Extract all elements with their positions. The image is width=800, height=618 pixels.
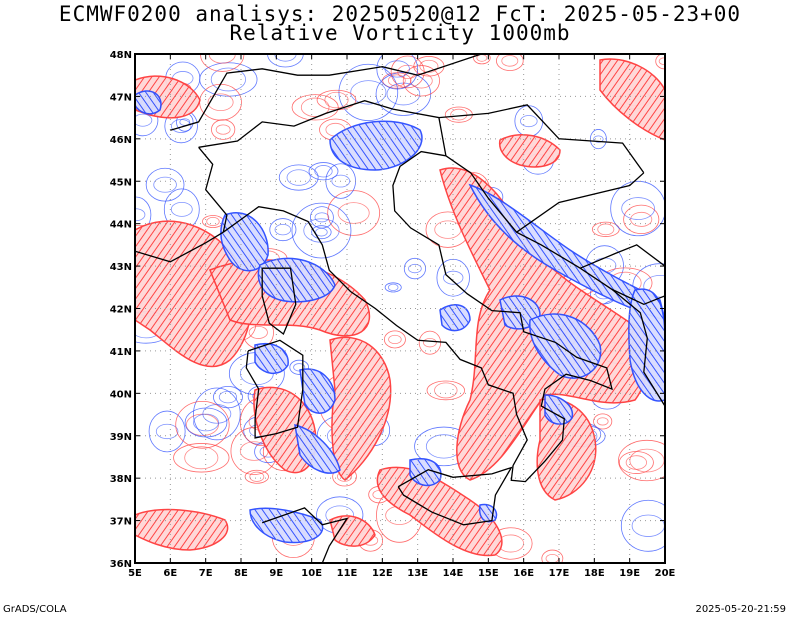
lon-label: 5E — [128, 568, 142, 579]
lat-label: 45N — [110, 177, 132, 188]
lat-label: 37N — [110, 517, 132, 528]
lat-label: 48N — [110, 50, 132, 61]
lon-label: 9E — [269, 568, 283, 579]
lon-label: 10E — [301, 568, 322, 579]
longitude-labels: 5E 6E 7E 8E 9E 10E 11E 12E 13E 14E 15E 16E 17E 18E 19E… — [128, 568, 675, 579]
coastlines — [135, 54, 665, 563]
positive-vorticity-area — [498, 134, 561, 168]
lon-label: 20E — [655, 568, 676, 579]
lon-label: 6E — [163, 568, 177, 579]
plot-area — [135, 54, 665, 563]
positive-vorticity-area — [536, 398, 597, 501]
lon-label: 12E — [372, 568, 393, 579]
lat-label: 47N — [110, 92, 132, 103]
lat-label: 44N — [110, 220, 132, 231]
lat-label: 39N — [110, 432, 132, 443]
coastline — [438, 104, 645, 174]
lon-label: 14E — [443, 568, 464, 579]
lon-label: 19E — [619, 568, 640, 579]
axis-ticks — [134, 53, 666, 564]
footer-timestamp: 2025-05-20-21:59 — [695, 604, 786, 615]
positive-vorticity-area — [135, 508, 229, 551]
negative-vorticity-area — [135, 90, 162, 115]
coastline — [135, 231, 224, 263]
negative-vorticity-area — [294, 423, 341, 474]
title-line-2: Relative Vorticity 1000mb — [229, 21, 571, 45]
lon-label: 17E — [549, 568, 570, 579]
lon-label: 15E — [478, 568, 499, 579]
negative-vorticity-area — [529, 313, 602, 379]
lat-label: 46N — [110, 135, 132, 146]
positive-vorticity-area — [329, 515, 376, 547]
coastline — [579, 244, 665, 269]
lon-label: 7E — [199, 568, 213, 579]
lon-label: 8E — [234, 568, 248, 579]
latitude-labels: 48N 47N 46N 45N 44N 43N 42N 41N 40N 39N 38N 37N 36N — [110, 50, 132, 570]
lat-label: 41N — [110, 347, 132, 358]
positive-vorticity-area — [599, 58, 665, 141]
negative-vorticity-area — [249, 507, 324, 544]
lat-label: 42N — [110, 305, 132, 316]
lat-label: 36N — [110, 559, 132, 570]
title-line-1: ECMWF0200 analisys: 20250520@12 FcT: 202… — [58, 2, 742, 26]
coastline — [198, 146, 228, 233]
negative-vorticity-area — [299, 368, 336, 414]
lon-label: 18E — [584, 568, 605, 579]
lat-lon-grid — [135, 54, 665, 563]
negative-vorticity-area — [329, 120, 423, 171]
negative-vorticity-area — [220, 212, 269, 272]
coastline — [611, 288, 665, 306]
coastline — [261, 267, 297, 336]
coastline — [245, 339, 304, 439]
negative-vorticity-area — [439, 304, 471, 332]
lat-label: 38N — [110, 474, 132, 485]
coastline — [170, 54, 556, 131]
vorticity-field — [135, 54, 665, 563]
coastline — [198, 100, 447, 156]
positive-vorticity-area — [329, 336, 392, 481]
negative-vorticity-area — [409, 458, 442, 487]
negative-vorticity-area — [254, 343, 289, 374]
lon-label: 16E — [513, 568, 534, 579]
coastline — [261, 507, 349, 563]
lon-label: 11E — [337, 568, 358, 579]
footer-software: GrADS/COLA — [3, 604, 67, 615]
coastline — [516, 172, 645, 233]
coastline — [222, 150, 613, 483]
lat-label: 40N — [110, 389, 132, 400]
negative-vorticity-area — [257, 257, 336, 303]
coastline — [397, 466, 513, 526]
lat-label: 43N — [110, 262, 132, 273]
lon-label: 13E — [407, 568, 428, 579]
